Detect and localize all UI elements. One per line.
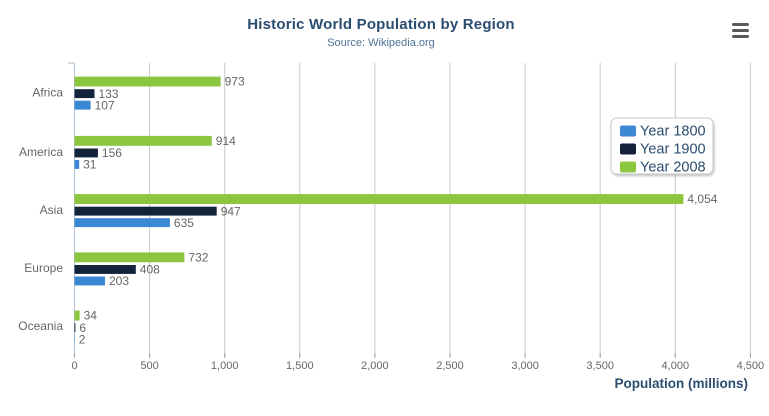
svg-text:947: 947 bbox=[221, 204, 241, 218]
svg-text:Oceania: Oceania bbox=[18, 319, 63, 333]
svg-text:31: 31 bbox=[83, 158, 97, 172]
svg-text:Africa: Africa bbox=[32, 86, 63, 100]
svg-text:0: 0 bbox=[71, 360, 77, 372]
svg-text:1,500: 1,500 bbox=[286, 360, 314, 372]
svg-text:2,500: 2,500 bbox=[436, 360, 464, 372]
svg-text:Population (millions): Population (millions) bbox=[615, 376, 749, 391]
svg-text:203: 203 bbox=[109, 274, 129, 288]
svg-text:1,000: 1,000 bbox=[211, 360, 239, 372]
svg-text:732: 732 bbox=[188, 250, 208, 264]
svg-text:3,500: 3,500 bbox=[586, 360, 614, 372]
svg-text:500: 500 bbox=[140, 360, 158, 372]
svg-text:America: America bbox=[19, 145, 63, 159]
svg-text:408: 408 bbox=[140, 263, 160, 277]
svg-text:Asia: Asia bbox=[40, 203, 64, 217]
svg-text:3,000: 3,000 bbox=[511, 360, 539, 372]
svg-text:Year 2008: Year 2008 bbox=[640, 160, 706, 176]
svg-text:973: 973 bbox=[225, 75, 245, 89]
svg-text:Year 1800: Year 1800 bbox=[640, 124, 706, 140]
svg-text:Europe: Europe bbox=[24, 261, 63, 275]
svg-text:Year 1900: Year 1900 bbox=[640, 142, 706, 158]
svg-text:635: 635 bbox=[174, 216, 194, 230]
svg-text:4,000: 4,000 bbox=[662, 360, 690, 372]
svg-text:914: 914 bbox=[216, 134, 236, 148]
svg-text:156: 156 bbox=[102, 146, 122, 160]
svg-text:107: 107 bbox=[95, 98, 115, 112]
svg-text:4,054: 4,054 bbox=[687, 192, 717, 206]
svg-text:2,000: 2,000 bbox=[361, 360, 389, 372]
svg-text:2: 2 bbox=[79, 332, 86, 346]
svg-text:4,500: 4,500 bbox=[737, 360, 765, 372]
